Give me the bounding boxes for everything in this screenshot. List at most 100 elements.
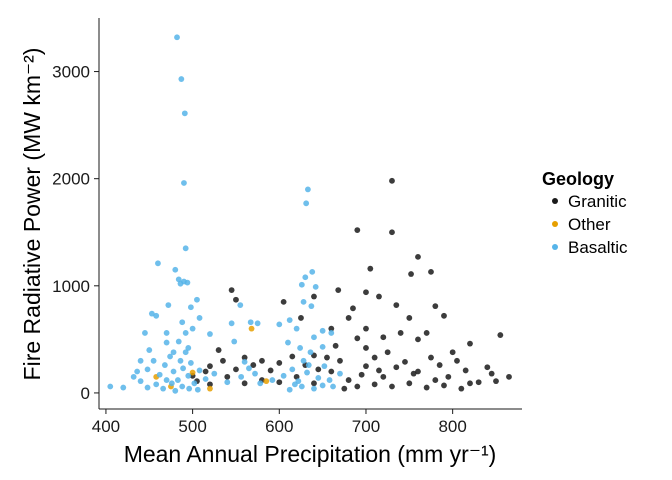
data-point-basaltic <box>297 345 303 351</box>
data-point-basaltic <box>237 302 244 308</box>
data-point-granitic <box>384 349 391 356</box>
data-point-granitic <box>367 265 374 272</box>
data-point-granitic <box>280 298 287 305</box>
data-point-basaltic <box>168 380 175 387</box>
legend-title: Geology <box>542 169 614 189</box>
data-point-granitic <box>363 289 369 296</box>
data-point-granitic <box>337 357 343 364</box>
data-point-basaltic <box>177 357 184 364</box>
data-point-granitic <box>389 229 395 236</box>
data-point-granitic <box>436 362 443 368</box>
data-point-granitic <box>389 383 395 390</box>
data-point-granitic <box>467 340 473 347</box>
y-axis-title: Fire Radiative Power (MW km⁻²) <box>19 48 45 381</box>
data-point-granitic <box>449 349 456 356</box>
data-point-granitic <box>311 293 317 300</box>
data-point-basaltic <box>165 302 172 308</box>
data-point-granitic <box>380 334 387 341</box>
x-axis-title: Mean Annual Precipitation (mm yr⁻¹) <box>124 441 497 467</box>
legend-swatch-granitic <box>552 198 558 204</box>
data-point-basaltic <box>289 366 296 373</box>
data-point-other <box>207 385 213 392</box>
data-point-granitic <box>345 377 352 383</box>
data-point-basaltic <box>181 180 187 186</box>
data-point-basaltic <box>246 365 252 372</box>
data-point-granitic <box>233 366 239 373</box>
data-point-basaltic <box>153 381 160 388</box>
data-point-granitic <box>350 305 356 312</box>
x-axis-ticks: 400 500 600 700 800 <box>92 409 467 436</box>
data-point-granitic <box>276 360 283 366</box>
data-point-basaltic <box>298 281 305 288</box>
data-point-granitic <box>354 227 361 234</box>
data-point-basaltic <box>161 362 168 368</box>
data-point-basaltic <box>328 330 335 336</box>
data-point-granitic <box>202 368 209 375</box>
data-point-basaltic <box>137 378 144 385</box>
y-tick-label: 1000 <box>52 277 90 296</box>
data-point-granitic <box>354 335 361 342</box>
data-point-basaltic <box>181 110 188 117</box>
data-point-basaltic <box>185 345 192 351</box>
x-tick-label: 800 <box>438 417 466 436</box>
data-point-basaltic <box>247 319 254 326</box>
data-point-granitic <box>475 379 482 386</box>
x-tick-label: 600 <box>265 417 293 436</box>
legend-swatch-other <box>552 221 558 227</box>
data-point-basaltic <box>319 382 326 389</box>
y-tick-label: 0 <box>81 384 90 403</box>
data-point-basaltic <box>150 357 157 364</box>
data-point-basaltic <box>311 334 317 341</box>
data-point-granitic <box>332 342 339 349</box>
x-tick-label: 700 <box>352 417 380 436</box>
data-point-basaltic <box>156 371 163 378</box>
data-point-granitic <box>393 364 400 371</box>
data-point-basaltic <box>302 274 309 281</box>
legend: Geology Granitic Other Basaltic <box>542 169 628 257</box>
data-point-granitic <box>241 354 248 361</box>
data-point-granitic <box>363 363 369 370</box>
data-point-basaltic <box>304 186 311 193</box>
data-point-basaltic <box>144 366 151 373</box>
data-point-basaltic <box>291 381 298 388</box>
data-point-granitic <box>402 358 408 365</box>
data-point-granitic <box>341 385 348 392</box>
data-point-granitic <box>289 353 296 360</box>
data-point-basaltic <box>146 347 153 353</box>
data-point-basaltic <box>308 303 315 310</box>
data-point-basaltic <box>300 298 307 305</box>
data-point-basaltic <box>179 383 186 390</box>
data-point-granitic <box>393 302 400 308</box>
data-point-basaltic <box>276 321 283 328</box>
data-point-basaltic <box>167 353 173 360</box>
data-point-basaltic <box>211 370 218 377</box>
data-point-granitic <box>445 373 452 380</box>
data-point-granitic <box>228 287 235 293</box>
data-point-granitic <box>376 293 382 300</box>
data-point-basaltic <box>182 245 189 252</box>
data-point-basaltic <box>130 373 137 380</box>
data-point-basaltic <box>231 338 238 345</box>
data-point-basaltic <box>304 369 310 376</box>
data-point-granitic <box>335 287 342 293</box>
data-point-basaltic <box>170 349 177 356</box>
data-point-basaltic <box>194 386 201 393</box>
data-point-granitic <box>484 364 491 371</box>
data-point-granitic <box>215 347 222 353</box>
data-point-basaltic <box>319 327 326 334</box>
data-point-basaltic <box>326 377 333 383</box>
data-point-basaltic <box>174 377 181 383</box>
data-point-basaltic <box>179 319 186 326</box>
data-point-basaltic <box>298 383 305 390</box>
data-point-granitic <box>233 296 239 303</box>
data-point-granitic <box>354 383 361 390</box>
data-point-granitic <box>376 367 382 374</box>
data-point-basaltic <box>175 338 182 345</box>
data-point-granitic <box>324 354 330 361</box>
data-point-basaltic <box>280 372 287 379</box>
data-point-basaltic <box>174 34 180 41</box>
data-point-basaltic <box>142 330 148 336</box>
data-point-basaltic <box>160 385 167 392</box>
data-point-other <box>248 325 255 332</box>
data-point-granitic <box>397 330 404 336</box>
